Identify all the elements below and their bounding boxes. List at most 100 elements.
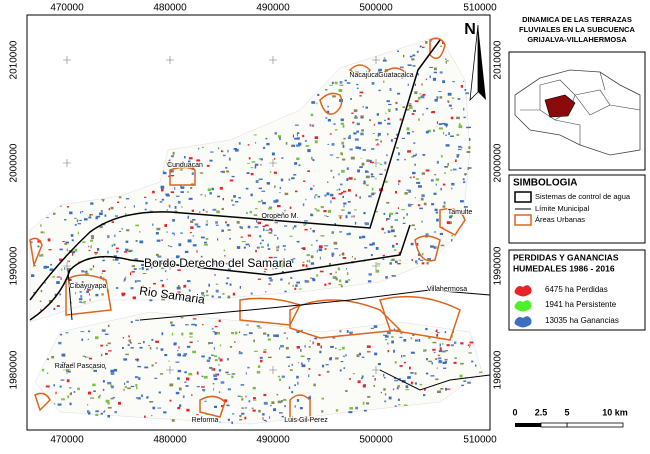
wetland-patch [370, 176, 375, 178]
wetland-patch [222, 261, 225, 264]
wetland-patch [189, 336, 193, 338]
wetland-patch [298, 164, 301, 167]
y-coord-label: 2000000 [9, 143, 20, 182]
wetland-patch [101, 272, 103, 275]
wetland-patch [192, 219, 196, 221]
wetland-patch [134, 258, 138, 261]
wetland-patch [370, 173, 374, 176]
wetland-patch [136, 358, 139, 362]
wetland-patch [395, 243, 398, 245]
wetland-patch [333, 241, 338, 245]
wetland-patch [64, 267, 66, 270]
wetland-patch [344, 79, 347, 82]
wetland-patch [168, 204, 171, 208]
wetland-patch [399, 259, 401, 262]
wetland-patch [356, 130, 359, 133]
wetland-patch [135, 397, 140, 399]
wetland-patch [72, 250, 76, 254]
wetland-patch [308, 259, 311, 263]
wetland-patch [353, 215, 355, 218]
wetland-patch [268, 277, 272, 279]
wetland-patch [267, 243, 269, 247]
wetland-patch [155, 340, 159, 343]
wetland-patch [464, 89, 467, 91]
wetland-patch [200, 255, 203, 258]
wetland-patch [444, 331, 447, 334]
wetland-patch [192, 350, 196, 354]
inset-state [514, 69, 641, 156]
wetland-patch [255, 249, 257, 253]
wetland-patch [60, 205, 62, 207]
wetland-patch [241, 407, 244, 409]
wetland-patch [66, 379, 70, 383]
wetland-patch [252, 399, 257, 401]
wetland-patch [102, 380, 105, 383]
wetland-patch [277, 375, 280, 378]
wetland-patch [326, 370, 330, 373]
wetland-patch [286, 337, 288, 340]
wetland-patch [234, 148, 239, 152]
floodplain-north [29, 35, 471, 323]
wetland-patch [123, 278, 126, 281]
wetland-patch [238, 197, 241, 199]
wetland-patch [345, 280, 349, 283]
wetland-patch [239, 286, 241, 289]
wetland-patch [401, 75, 404, 79]
wetland-patch [391, 340, 394, 344]
wetland-patch [33, 291, 35, 294]
wetland-patch [389, 214, 391, 218]
wetland-patch [212, 331, 216, 333]
wetland-patch [219, 186, 223, 190]
wetland-patch [335, 271, 337, 274]
wetland-patch [420, 197, 424, 201]
wetland-patch [149, 346, 152, 350]
wetland-patch [157, 255, 162, 258]
wetland-patch [380, 391, 382, 394]
wetland-patch [201, 375, 204, 378]
wetland-patch [218, 364, 220, 366]
wetland-patch [392, 244, 395, 248]
wetland-patch [296, 157, 300, 161]
wetland-patch [286, 260, 290, 263]
grid-cross [372, 159, 380, 167]
wetland-patch [185, 385, 189, 387]
wetland-patch [412, 54, 416, 57]
wetland-patch [201, 355, 205, 358]
grid-cross [372, 262, 380, 270]
symbology-item: Áreas Urbanas [535, 215, 585, 224]
wetland-patch [397, 92, 401, 95]
wetland-patch [296, 346, 300, 349]
wetland-patch [343, 205, 345, 208]
urban-area [414, 235, 441, 262]
wetland-patch [406, 132, 410, 135]
wetland-patch [349, 331, 353, 334]
wetland-patch [87, 404, 89, 406]
wetland-patch [355, 406, 358, 410]
wetland-patch [398, 252, 401, 255]
wetland-patch [318, 245, 323, 249]
wetland-patch [314, 136, 319, 139]
wetland-patch [267, 334, 270, 337]
wetland-patch [331, 81, 334, 85]
wetland-patch [356, 122, 360, 126]
wetland-patch [425, 78, 427, 81]
wetland-patch [144, 366, 149, 369]
wetland-patch [417, 96, 421, 100]
wetland-patch [394, 235, 397, 238]
wetland-patch [359, 166, 363, 168]
wetland-patch [324, 245, 329, 247]
wetland-patch [370, 161, 374, 163]
wetland-patch [52, 276, 55, 278]
wetland-patch [418, 258, 421, 260]
wetland-patch [42, 368, 45, 372]
wetland-patch [157, 407, 162, 409]
wetland-patch [141, 263, 145, 267]
wetland-patch [310, 113, 314, 117]
wetland-patch [317, 195, 321, 198]
wetland-patch [102, 259, 105, 262]
wetland-patch [402, 106, 406, 109]
wetland-patch [137, 342, 141, 344]
wetland-patch [467, 381, 471, 384]
wetland-patch [306, 259, 309, 263]
wetland-patch [89, 298, 91, 302]
